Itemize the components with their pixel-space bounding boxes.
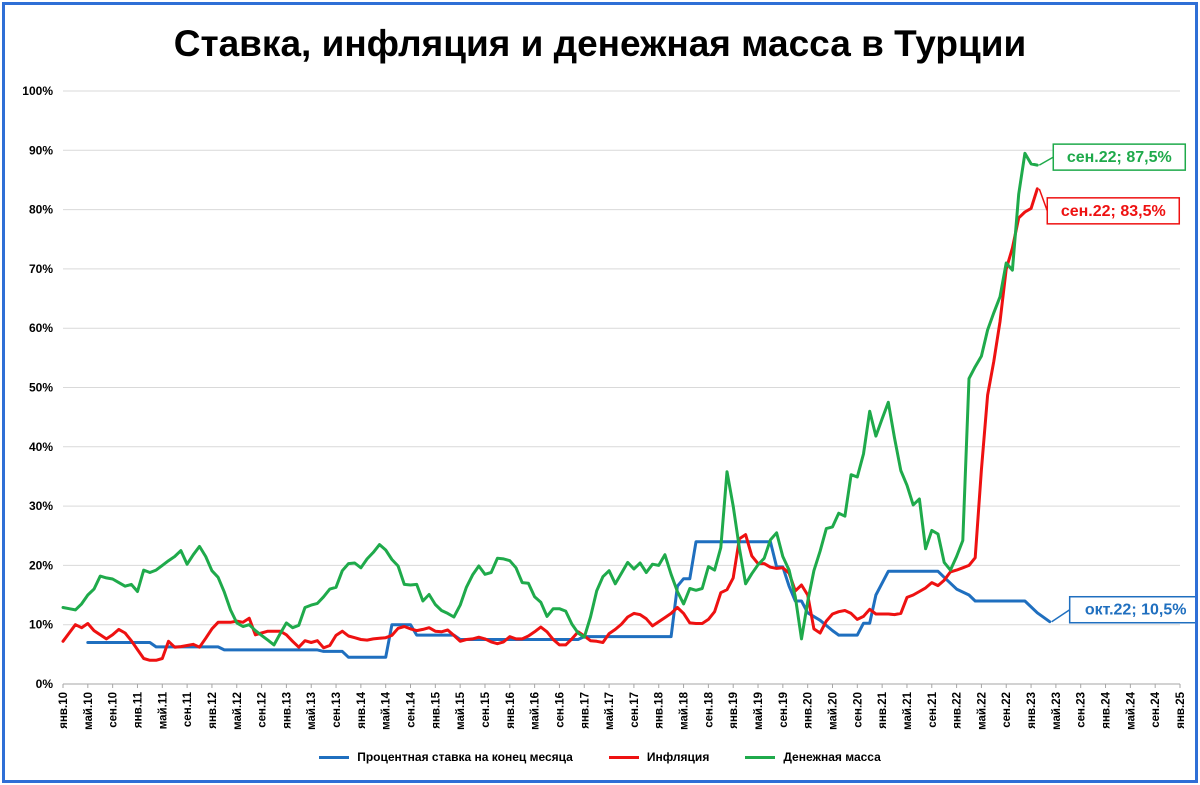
x-tick-label: янв.23 (1026, 692, 1038, 729)
y-tick-label: 60% (29, 321, 53, 335)
x-tick-label: сен.18 (703, 691, 715, 727)
legend-item-rate: Процентная ставка на конец месяца (319, 750, 573, 764)
x-tick-label: май.24 (1125, 691, 1137, 729)
x-tick-label: сен.12 (257, 692, 269, 728)
x-tick-label: сен.13 (331, 692, 343, 728)
x-tick-label: янв.18 (654, 691, 666, 728)
callout-box-rate (1068, 595, 1195, 624)
legend-swatch-money (745, 755, 776, 759)
x-tick-label: май.10 (83, 692, 95, 730)
x-tick-label: сен.11 (182, 691, 194, 727)
x-tick-label: май.14 (381, 691, 393, 729)
chart-plot: 0% 10% 20% 30% 40% 50% 60% 70% 80% 90% 100% янв.10 м… (22, 84, 1195, 730)
x-tick-label: сен.24 (1150, 691, 1162, 727)
y-tick-label: 50% (29, 381, 53, 395)
x-tick-label: май.22 (976, 692, 988, 730)
legend-swatch-rate (319, 755, 350, 759)
x-tick-label: сен.23 (1076, 692, 1088, 728)
x-tick-label: сен.10 (108, 692, 120, 728)
callout-leader-inflation (1038, 188, 1048, 212)
series-line-rate (86, 540, 1052, 659)
y-tick-label: 0% (36, 677, 54, 691)
legend-item-inflation: Инфляция (608, 750, 710, 764)
chart-legend: Процентная ставка на конец месяца Инфляц… (5, 750, 1195, 764)
x-tick-label: май.21 (902, 691, 914, 729)
x-tick-label: янв.16 (505, 692, 517, 729)
x-tick-label: май.17 (604, 692, 616, 730)
x-tick-label: янв.20 (803, 692, 815, 729)
x-tick-label: янв.11 (132, 691, 144, 728)
legend-swatch-inflation (608, 755, 639, 759)
x-tick-label: янв.12 (207, 692, 219, 729)
x-tick-label: сен.19 (778, 692, 790, 728)
x-tick-label: май.16 (530, 692, 542, 730)
x-tick-label: май.15 (455, 691, 467, 729)
x-tick-label: янв.13 (281, 692, 293, 729)
legend-item-money: Денежная масса (745, 750, 881, 764)
y-tick-label: 100% (22, 84, 53, 98)
y-tick-label: 80% (29, 203, 53, 217)
x-tick-label: май.12 (232, 692, 244, 730)
x-tick-label: сен.22 (1001, 692, 1013, 728)
callout-leader-rate (1051, 609, 1071, 623)
x-tick-label: янв.17 (579, 692, 591, 729)
y-tick-label: 40% (29, 440, 53, 454)
x-tick-label: сен.17 (629, 692, 641, 728)
x-tick-label: янв.24 (1101, 691, 1113, 728)
x-tick-label: янв.22 (952, 692, 964, 729)
y-tick-label: 30% (29, 499, 53, 513)
x-tick-label: янв.21 (877, 691, 889, 728)
callout-label-rate: окт.22; 10,5% (1085, 602, 1187, 619)
chart-title: Ставка, инфляция и денежная масса в Турц… (173, 23, 1027, 64)
x-tick-label: сен.20 (852, 692, 864, 728)
x-tick-label: май.23 (1051, 692, 1063, 730)
callout-label-inflation: сен.22; 83,5% (1061, 203, 1166, 220)
callout-box-inflation (1046, 197, 1181, 225)
y-tick-label: 10% (29, 618, 53, 632)
series-line-money (61, 151, 1039, 647)
callout-leader-money (1038, 156, 1054, 166)
x-tick-label: янв.25 (1175, 691, 1187, 728)
x-tick-label: янв.10 (58, 692, 70, 729)
x-tick-label: май.19 (753, 692, 765, 730)
legend-label-rate: Процентная ставка на конец месяца (357, 750, 573, 764)
y-tick-label: 70% (29, 262, 53, 276)
legend-label-money: Денежная масса (783, 750, 881, 764)
y-tick-label: 90% (29, 143, 53, 157)
x-tick-label: май.18 (679, 691, 691, 729)
x-tick-label: май.11 (157, 691, 169, 729)
legend-label-inflation: Инфляция (646, 750, 710, 764)
x-tick-label: янв.19 (728, 692, 740, 729)
x-tick-label: сен.14 (406, 691, 418, 727)
x-tick-label: сен.16 (554, 692, 566, 728)
x-tick-label: сен.15 (480, 691, 492, 727)
series-line-inflation (61, 187, 1039, 662)
callout-box-money (1052, 143, 1187, 171)
x-tick-label: янв.15 (430, 691, 442, 728)
x-tick-label: май.20 (827, 692, 839, 730)
y-tick-label: 20% (29, 558, 53, 572)
x-tick-label: сен.21 (927, 691, 939, 727)
x-tick-label: май.13 (306, 692, 318, 730)
x-tick-label: янв.14 (356, 691, 368, 728)
callout-label-money: сен.22; 87,5% (1067, 149, 1172, 166)
